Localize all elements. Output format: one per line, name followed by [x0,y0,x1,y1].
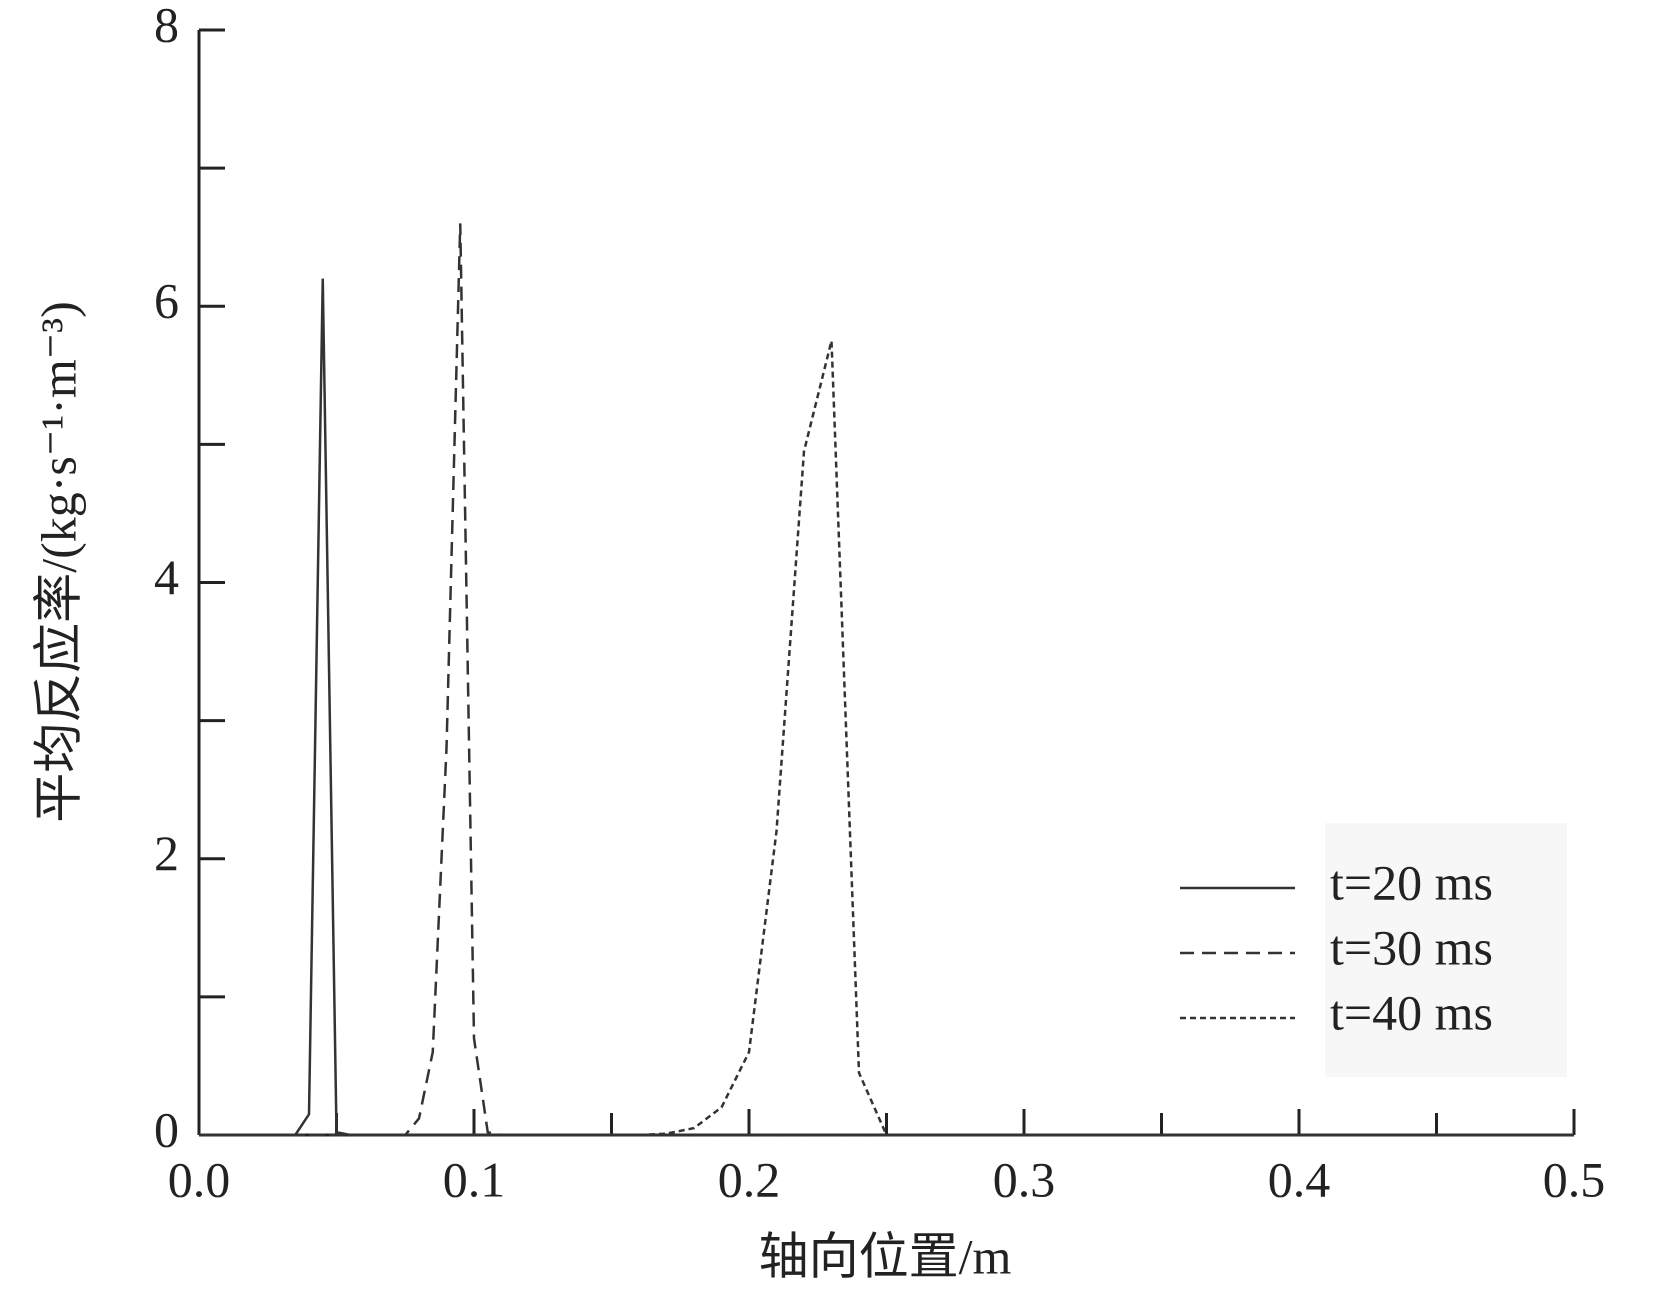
legend-label: t=20 ms [1330,854,1493,910]
legend-label: t=40 ms [1330,984,1493,1040]
y-tick-label: 8 [154,0,179,52]
x-tick-label: 0.0 [168,1151,231,1207]
y-tick-label: 2 [154,825,179,881]
y-tick-label: 6 [154,273,179,329]
y-tick-label: 4 [154,549,179,605]
x-tick-label: 0.1 [443,1151,506,1207]
y-axis-label: 平均反应率/(kg·s⁻¹·m⁻³) [30,301,86,823]
x-tick-label: 0.2 [718,1151,781,1207]
x-axis-label: 轴向位置/m [759,1228,1012,1284]
x-tick-label: 0.3 [993,1151,1056,1207]
x-tick-label: 0.4 [1268,1151,1331,1207]
data-line [199,223,1574,1137]
legend-background [1325,823,1567,1077]
x-tick-label: 0.5 [1543,1151,1606,1207]
legend-label: t=30 ms [1330,919,1493,975]
y-tick-label: 0 [154,1101,179,1157]
data-line [199,340,1574,1137]
